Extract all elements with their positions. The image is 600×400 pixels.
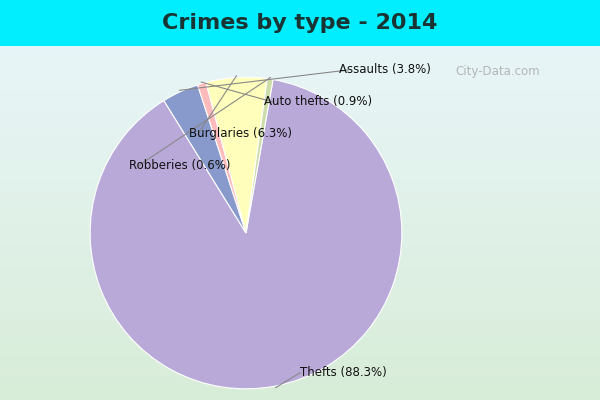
Wedge shape	[206, 77, 267, 233]
Wedge shape	[197, 82, 246, 233]
Text: City-Data.com: City-Data.com	[455, 66, 541, 78]
Text: Robberies (0.6%): Robberies (0.6%)	[129, 160, 230, 172]
Text: Auto thefts (0.9%): Auto thefts (0.9%)	[264, 96, 372, 108]
Wedge shape	[164, 85, 246, 233]
Wedge shape	[90, 80, 402, 389]
Text: Assaults (3.8%): Assaults (3.8%)	[339, 64, 431, 76]
Text: Thefts (88.3%): Thefts (88.3%)	[300, 366, 387, 379]
Text: Crimes by type - 2014: Crimes by type - 2014	[163, 13, 437, 33]
Text: Burglaries (6.3%): Burglaries (6.3%)	[189, 128, 292, 140]
Wedge shape	[246, 79, 273, 233]
